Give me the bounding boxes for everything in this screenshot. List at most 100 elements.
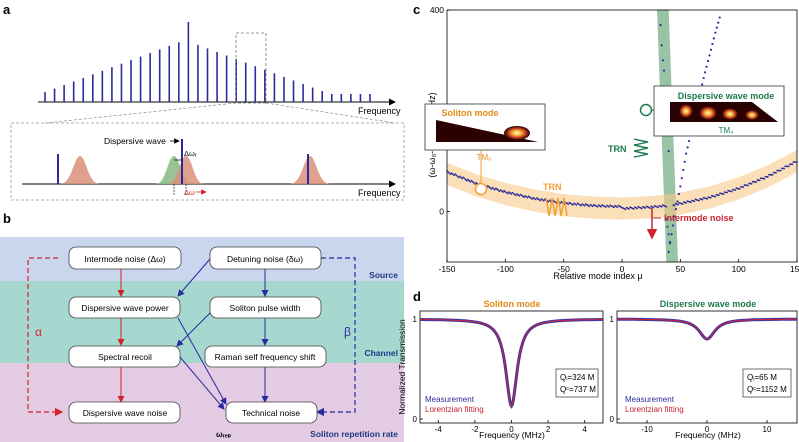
soliton-data-point — [464, 178, 467, 181]
panel-d-label: d — [413, 289, 421, 304]
dw-data-point — [717, 21, 720, 24]
d-left-xlabel: Frequency (MHz) — [479, 430, 545, 440]
d-left-q-box — [555, 368, 599, 398]
upper-data-point — [662, 69, 666, 72]
soliton-data-point — [677, 203, 679, 206]
dw-mode-marker — [639, 103, 653, 117]
soliton-data-point — [709, 196, 712, 199]
band-channel — [0, 281, 404, 363]
omega-rep-label: ωᵣₑₚ — [216, 430, 232, 439]
d-left-qc: Qᶜ=737 M — [560, 385, 596, 394]
soliton-data-point — [787, 165, 790, 168]
soliton-data-point — [580, 204, 583, 207]
d-right-fit-curve — [617, 318, 797, 340]
beta-path — [315, 257, 356, 417]
dispersive-wave-label: Dispersive wave — [104, 136, 166, 146]
soliton-mode-marker — [474, 182, 488, 196]
soliton-data-point — [750, 182, 753, 185]
upper-data-point — [660, 44, 663, 47]
trn-right-wave — [633, 138, 649, 158]
soliton-data-point — [791, 163, 794, 166]
dw-data-point — [704, 71, 707, 74]
soliton-data-point — [726, 191, 728, 194]
c-xlabel: Relative mode index μ — [553, 271, 642, 281]
panel-b-label: b — [3, 211, 11, 226]
dw-data-point — [686, 146, 689, 149]
dw-data-point — [674, 207, 678, 211]
raman-box — [204, 345, 327, 368]
dw-data-point — [706, 59, 710, 63]
recoil-text: Spectral recoil — [98, 352, 152, 362]
soliton-data-point — [567, 203, 570, 206]
soliton-data-point — [660, 205, 663, 208]
dw-data-point — [671, 224, 675, 227]
dw-data-point — [679, 185, 682, 188]
soliton-data-point — [755, 181, 758, 184]
soliton-data-point — [632, 208, 635, 210]
soliton-data-point — [763, 177, 766, 180]
pulse-width-box — [209, 296, 322, 319]
arrow-width-recoil — [176, 312, 211, 347]
soliton-data-point — [640, 207, 643, 210]
soliton-data-point — [461, 177, 464, 180]
dw-data-point — [705, 65, 708, 68]
soliton-data-point — [502, 191, 504, 193]
dw-data-point — [714, 31, 717, 34]
dw-data-point — [682, 168, 685, 172]
peak-right — [290, 156, 330, 184]
dw-data-point — [715, 26, 718, 29]
intermode-noise-box — [68, 246, 182, 270]
c-xtick-label: -100 — [497, 264, 514, 274]
upper-data-point — [659, 24, 662, 27]
c-xtick-label: -50 — [558, 264, 571, 274]
soliton-data-point — [701, 198, 704, 201]
upper-data-point — [661, 59, 664, 62]
peak-left — [60, 156, 100, 184]
d-left-xtick-label: -2 — [471, 425, 479, 434]
dw-data-point — [709, 48, 713, 51]
soliton-data-point — [652, 206, 655, 209]
soliton-data-point — [649, 207, 651, 209]
d-left-xtick-label: 0 — [509, 425, 514, 434]
soliton-data-point — [506, 192, 509, 195]
d-left-legend-fit: Lorentzian fitting — [425, 405, 484, 414]
soliton-data-point — [514, 194, 517, 197]
soliton-data-point — [446, 170, 448, 172]
d-left-title: Soliton mode — [484, 299, 541, 309]
dw-mode-title: Dispersive wave mode — [678, 91, 775, 101]
soliton-data-point — [510, 193, 513, 195]
soliton-data-point — [734, 189, 737, 192]
soliton-data-point — [454, 173, 457, 176]
dw-data-point — [701, 83, 704, 86]
dw-lobe-1 — [679, 104, 693, 118]
frequency-comb — [44, 22, 371, 102]
soliton-data-point — [604, 206, 607, 208]
soliton-data-point — [665, 205, 668, 208]
soliton-data-point — [796, 161, 798, 164]
d-ylabel: Normalized Transmission — [397, 319, 407, 415]
soliton-data-point — [462, 176, 465, 179]
band-rate — [0, 363, 404, 442]
dw-data-point — [687, 139, 691, 143]
soliton-data-point — [616, 206, 619, 209]
arrow-dwpower-tech — [177, 317, 227, 405]
soliton-data-point — [644, 207, 647, 209]
d-right-xtick-label: 0 — [705, 425, 710, 434]
delta-omega-r-label: Δωᵣ — [184, 149, 197, 158]
soliton-data-point — [447, 171, 450, 173]
soliton-tm-label: TM₀ — [477, 153, 492, 162]
soliton-data-point — [471, 180, 474, 183]
soliton-data-point — [498, 190, 501, 193]
d-right-q-box — [742, 368, 792, 398]
soliton-data-point — [468, 179, 471, 182]
dw-lobe-2 — [699, 106, 717, 120]
d-right-legend-measurement: Measurement — [625, 395, 675, 404]
soliton-data-point — [523, 196, 525, 199]
source-label: Source — [369, 270, 398, 280]
zoom-inset-box — [10, 122, 405, 201]
arrow-detuning-dwpower — [177, 258, 211, 297]
c-ytick-label: 400 — [430, 5, 444, 15]
soliton-data-point — [463, 177, 466, 180]
dw-data-point — [670, 233, 673, 236]
